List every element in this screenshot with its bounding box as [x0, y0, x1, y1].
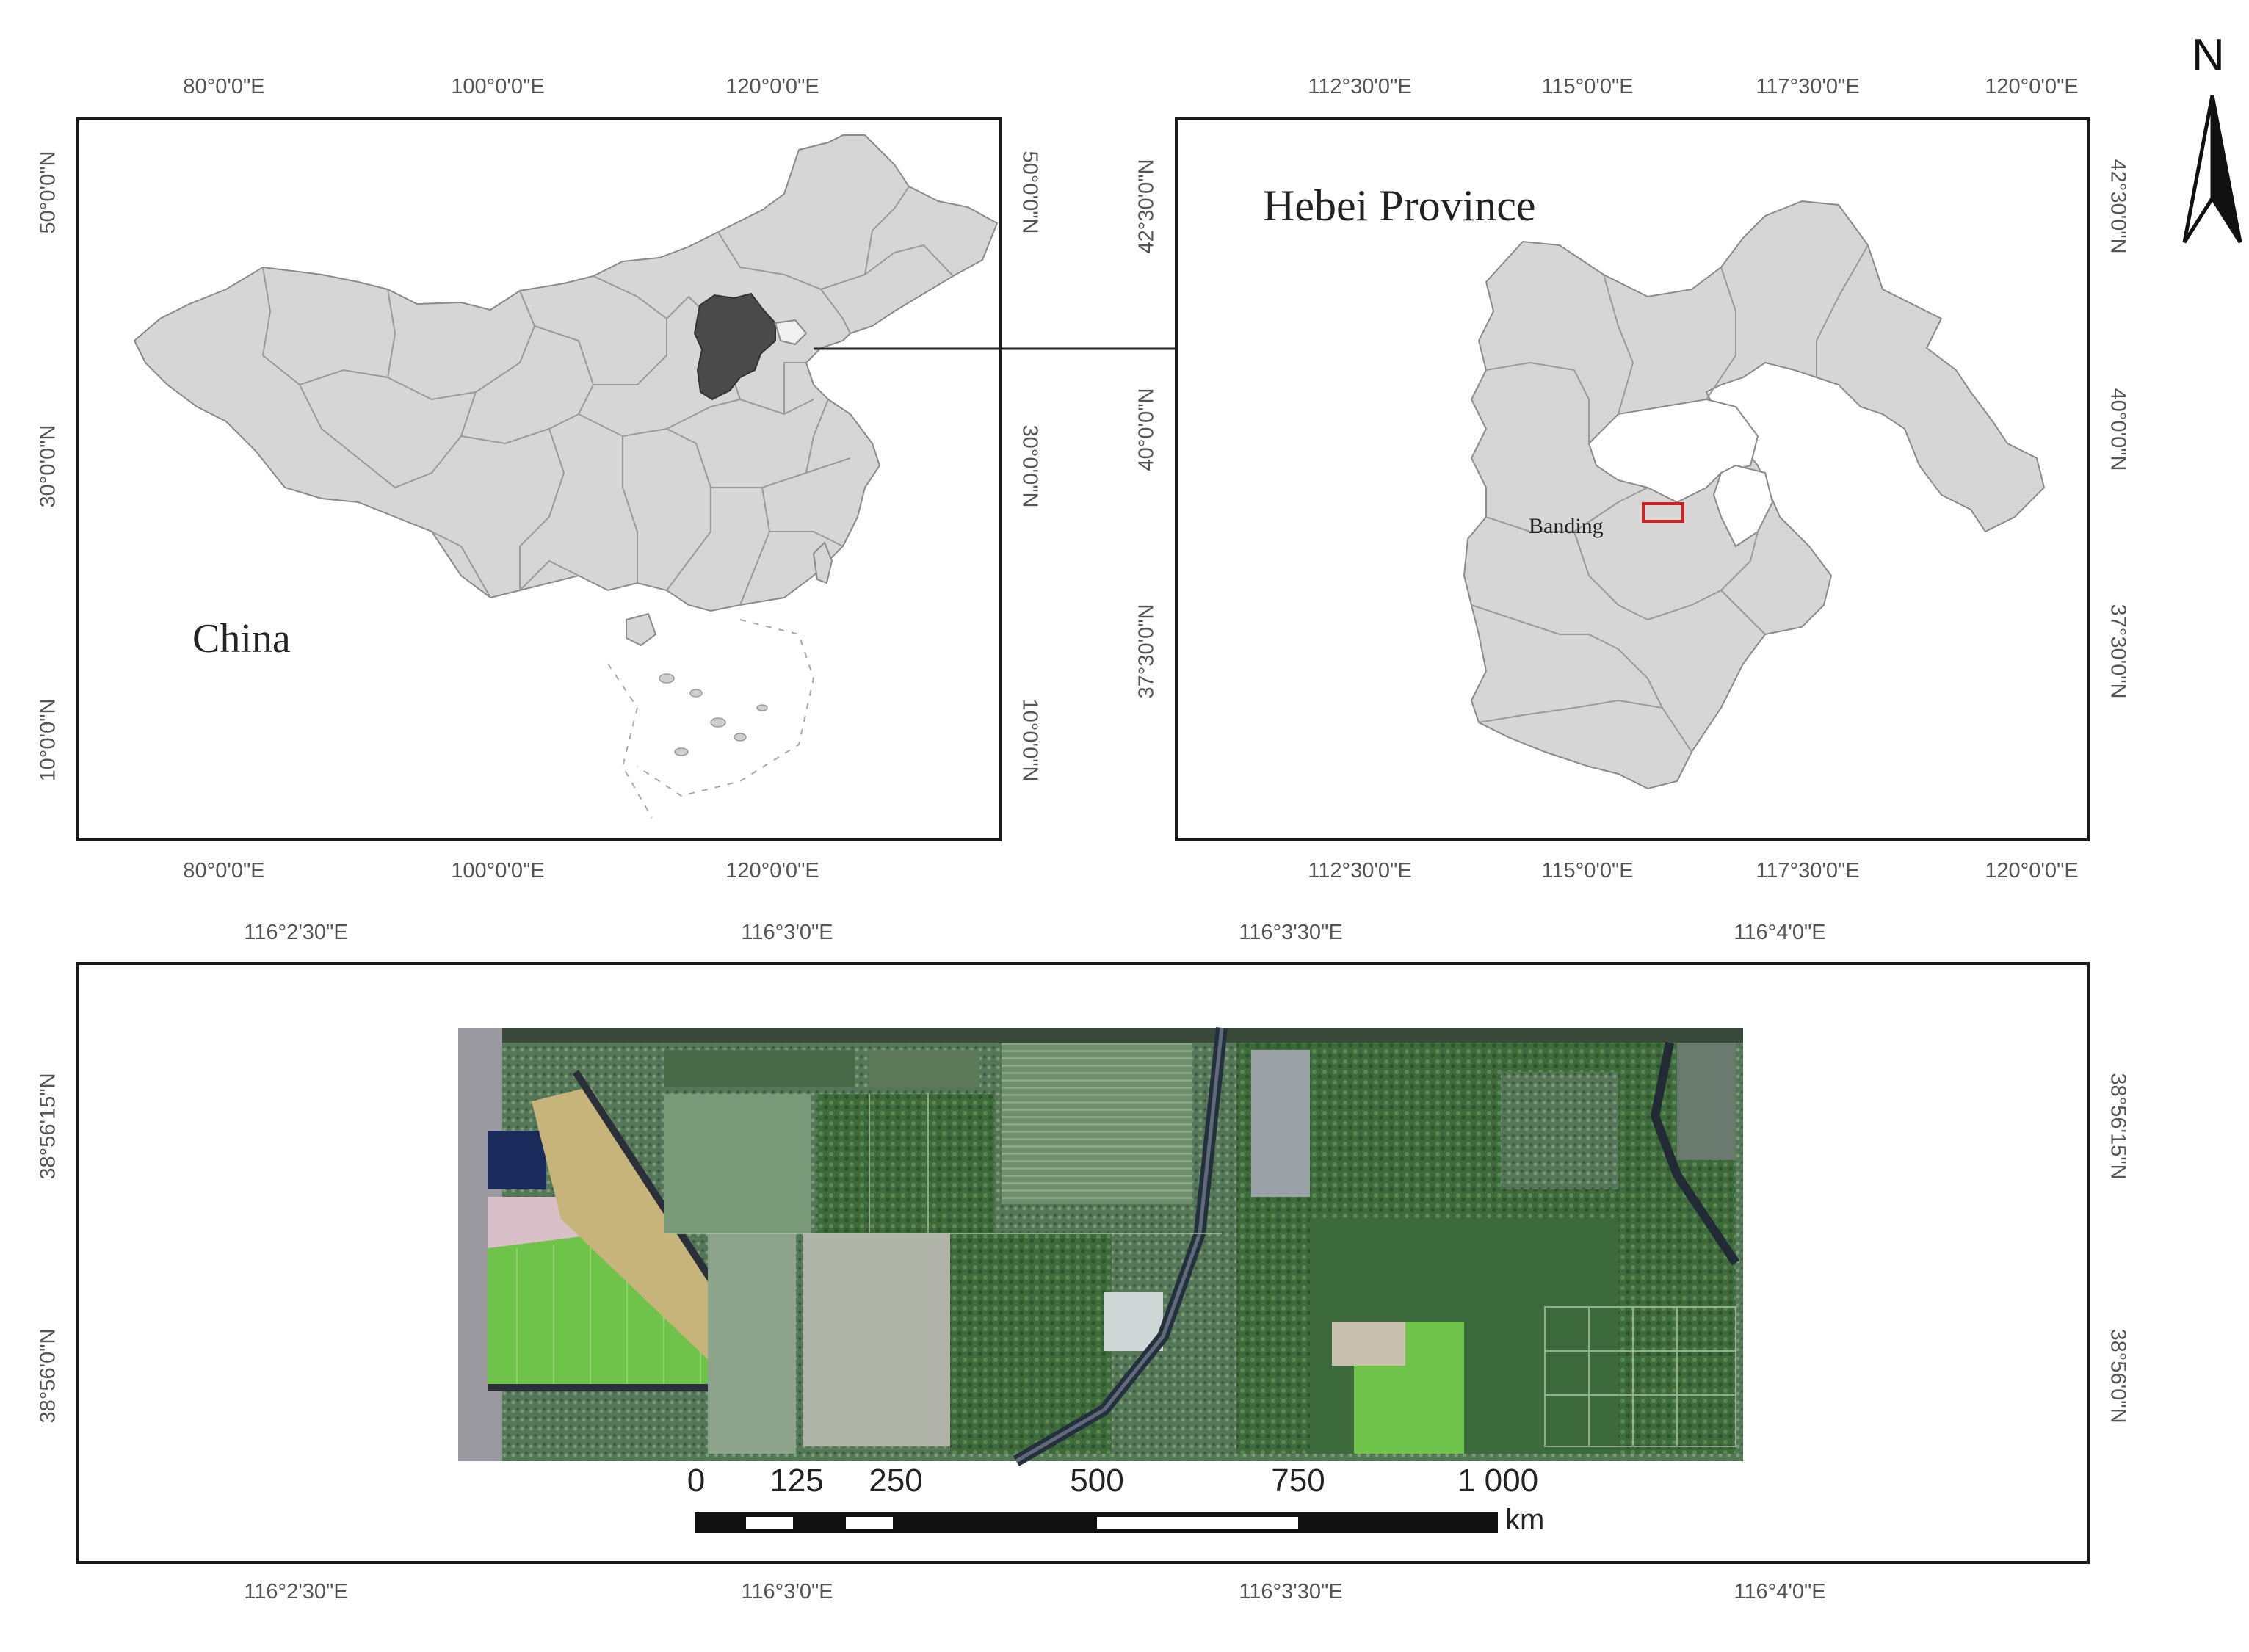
- hebei-top-tick: 112°30'0"E: [1308, 75, 1412, 98]
- hebei-province-label: Hebei Province: [1263, 181, 1536, 230]
- hebei-map: [1463, 200, 2046, 790]
- north-arrow-icon: [2182, 95, 2242, 244]
- china-top-tick: 120°0'0"E: [725, 75, 819, 98]
- hebei-left-tick: 40°0'0"N: [1134, 388, 1159, 471]
- hebei-highlight-shape: [693, 292, 776, 401]
- scale-label: 1 000: [1457, 1463, 1539, 1499]
- hebei-bottom-tick: 120°0'0"E: [1985, 859, 2079, 883]
- china-right-tick: 10°0'0"N: [1018, 698, 1042, 782]
- china-bottom-tick: 80°0'0"E: [183, 859, 265, 883]
- china-map-frame: [76, 117, 1002, 841]
- hebei-bottom-tick: 112°30'0"E: [1308, 859, 1412, 883]
- north-arrow-label: N: [2192, 30, 2225, 81]
- scale-label: 125: [769, 1463, 824, 1499]
- china-bottom-tick: 100°0'0"E: [451, 859, 545, 883]
- hebei-top-tick: 117°30'0"E: [1756, 75, 1860, 98]
- hainan-shape: [626, 612, 657, 647]
- china-label: China: [192, 616, 291, 662]
- china-top-tick: 100°0'0"E: [451, 75, 545, 98]
- china-top-tick: 80°0'0"E: [183, 75, 265, 98]
- imagery-left-tick: 38°56'0"N: [36, 1328, 60, 1424]
- hebei-bottom-tick: 115°0'0"E: [1541, 859, 1634, 883]
- scale-label: 250: [869, 1463, 923, 1499]
- imagery-top-tick: 116°2'30"E: [244, 921, 348, 944]
- satellite-image: [458, 1027, 1743, 1466]
- hebei-top-tick: 115°0'0"E: [1541, 75, 1634, 98]
- hebei-right-tick: 37°30'0"N: [2106, 604, 2130, 699]
- china-mainland-shape: [133, 134, 999, 612]
- hebei-right-tick: 40°0'0"N: [2106, 388, 2130, 471]
- study-area-marker: [1642, 502, 1684, 523]
- imagery-bottom-tick: 116°4'0"E: [1734, 1580, 1826, 1604]
- scale-label: 750: [1271, 1463, 1325, 1499]
- imagery-top-tick: 116°3'0"E: [741, 921, 833, 944]
- hebei-bottom-tick: 117°30'0"E: [1756, 859, 1860, 883]
- scale-bar-graphic: [695, 1512, 1498, 1533]
- imagery-bottom-tick: 116°2'30"E: [244, 1580, 348, 1604]
- study-area-label: Banding: [1529, 514, 1604, 538]
- imagery-bottom-tick: 116°3'0"E: [741, 1580, 833, 1604]
- hebei-map-frame: [1175, 117, 2090, 841]
- hebei-right-tick: 42°30'0"N: [2106, 159, 2130, 254]
- imagery-right-tick: 38°56'0"N: [2106, 1328, 2130, 1424]
- hebei-left-tick: 42°30'0"N: [1134, 159, 1159, 254]
- scale-label: 500: [1070, 1463, 1124, 1499]
- imagery-bottom-tick: 116°3'30"E: [1239, 1580, 1343, 1604]
- imagery-right-tick: 38°56'15"N: [2106, 1073, 2130, 1180]
- imagery-left-tick: 38°56'15"N: [36, 1073, 60, 1180]
- north-arrow: N: [2170, 29, 2249, 244]
- imagery-top-tick: 116°3'30"E: [1239, 921, 1343, 944]
- china-bottom-tick: 120°0'0"E: [725, 859, 819, 883]
- hebei-left-tick: 37°30'0"N: [1134, 604, 1159, 699]
- taiwan-shape: [812, 541, 833, 584]
- imagery-top-tick: 116°4'0"E: [1734, 921, 1826, 944]
- china-map: [133, 134, 999, 819]
- hebei-top-tick: 120°0'0"E: [1985, 75, 2079, 98]
- scale-unit: km: [1505, 1504, 1545, 1536]
- china-left-tick: 10°0'0"N: [36, 698, 60, 782]
- scale-label: 0: [687, 1463, 706, 1499]
- imagery-map-frame: [76, 962, 2090, 1564]
